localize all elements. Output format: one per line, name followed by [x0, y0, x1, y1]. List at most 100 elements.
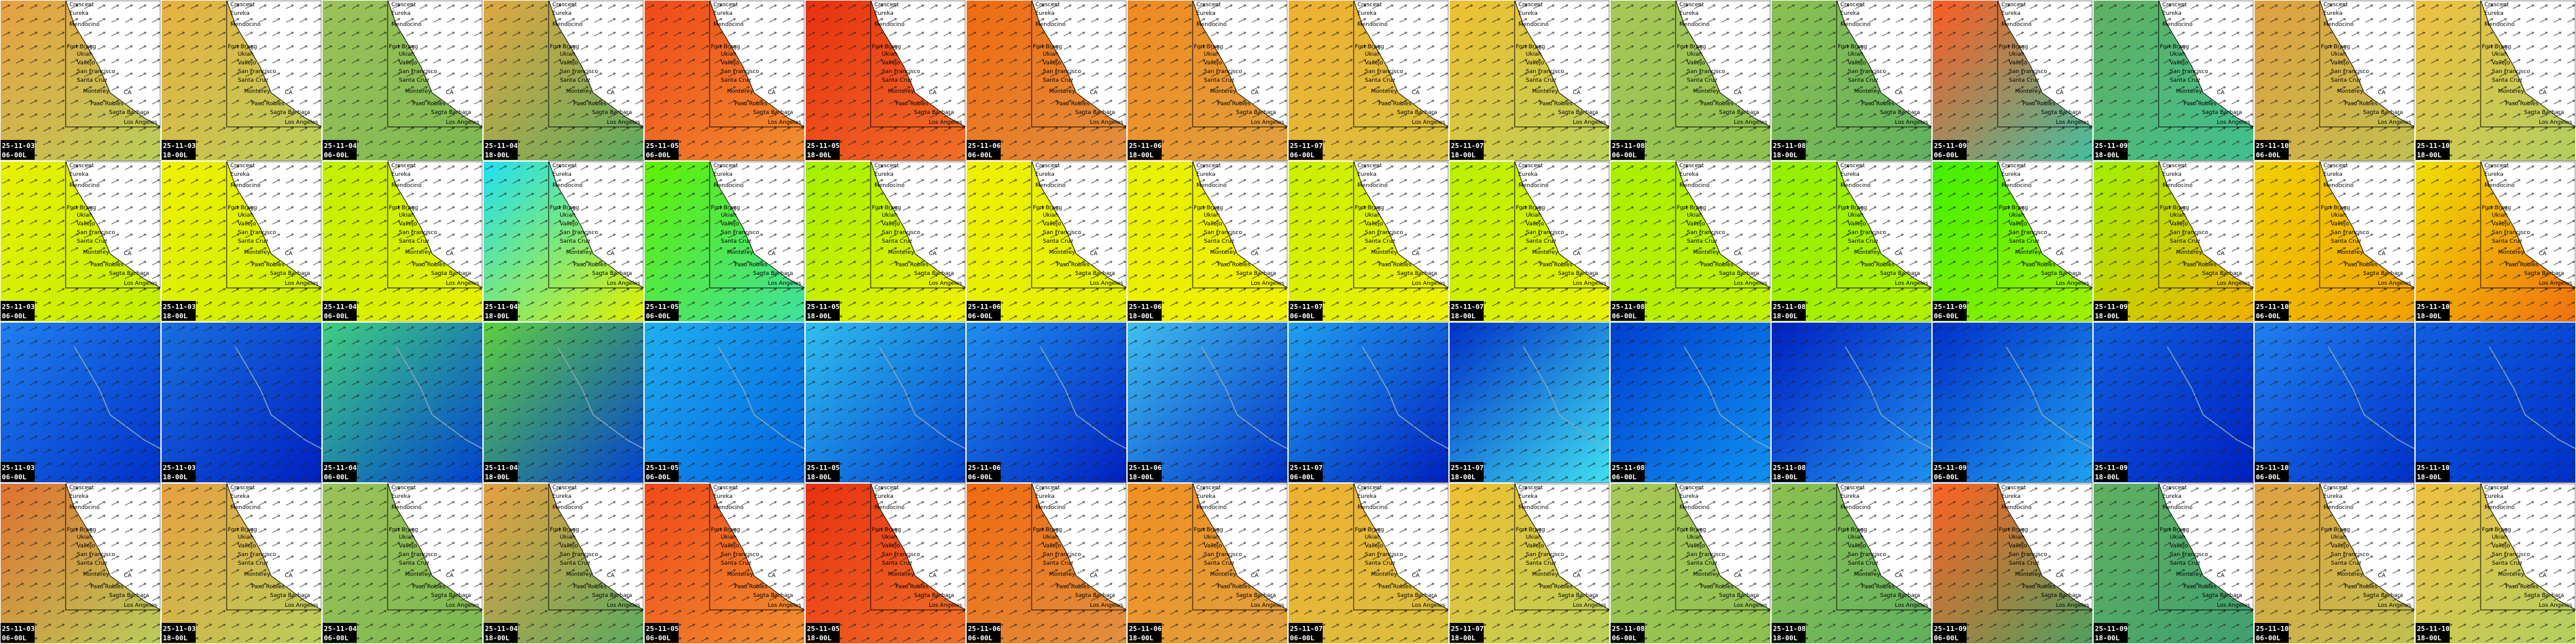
place-label: Paso Robles [412, 584, 446, 590]
wind-arrows [1127, 0, 1288, 161]
place-label: Fort Bragg [2321, 44, 2350, 50]
place-label: Crescent [1196, 163, 1221, 169]
place-label: San Francisco [2170, 69, 2208, 75]
place-label: Mendocino [1840, 505, 1871, 511]
place-label: Crescent [391, 2, 416, 8]
place-label: Eureka [230, 11, 250, 17]
timestamp-box [483, 462, 518, 482]
date-label: 25-11-08 [1773, 464, 1806, 472]
place-label: Los Angeles [2056, 120, 2089, 126]
place-label: CA [2539, 573, 2547, 579]
place-label: Vallejo [1526, 60, 1544, 66]
place-label: Crescent [1679, 163, 1704, 169]
place-label: San Francisco [238, 552, 276, 558]
place-label: Los Angeles [1412, 603, 1445, 609]
place-label: Ukiah [1365, 212, 1381, 219]
date-label: 25-11-03 [2, 464, 35, 472]
place-label: Santa Cruz [238, 238, 269, 245]
place-label: Mendocino [552, 505, 583, 511]
place-label: Eureka [2162, 11, 2182, 17]
place-label: Santa Cruz [1848, 238, 1879, 245]
place-label: San Francisco [238, 230, 276, 236]
place-label: Fort Bragg [1677, 527, 1706, 533]
time-label: 18-00L [1773, 473, 1798, 481]
date-label: 25-11-07 [1290, 625, 1323, 633]
place-label: Mendocino [1035, 505, 1066, 511]
time-label: 18-00L [1129, 473, 1154, 481]
place-label: Santa Cruz [560, 238, 591, 245]
place-label: Los Angeles [446, 603, 479, 609]
place-label: Eureka [1840, 11, 1860, 17]
place-label: Fort Bragg [711, 527, 740, 533]
timestamp-box [966, 462, 1001, 482]
place-label: Ukiah [1365, 534, 1381, 541]
place-label: Crescent [713, 485, 738, 491]
place-label: Vallejo [77, 60, 95, 66]
place-label: Vallejo [1365, 221, 1383, 227]
place-label: Los Angeles [1412, 120, 1445, 126]
place-label: Crescent [1840, 163, 1865, 169]
place-label: Vallejo [2331, 543, 2349, 549]
place-label: Fort Bragg [872, 205, 901, 211]
place-label: Los Angeles [1895, 603, 1928, 609]
place-label: CA [1734, 251, 1742, 257]
timestamp-box [322, 623, 357, 643]
place-label: Mendocino [1679, 22, 1710, 28]
place-label: Crescent [69, 2, 94, 8]
time-label: 18-00L [2417, 312, 2442, 320]
place-label: Crescent [1035, 163, 1060, 169]
place-label: Ukiah [2492, 534, 2508, 541]
place-label: Monterey [2015, 250, 2042, 256]
wind-arrows [1932, 0, 2093, 161]
timestamp-box [966, 623, 1001, 643]
wind-arrows [1127, 322, 1288, 483]
place-label: Ukiah [560, 534, 576, 541]
place-label: Fort Bragg [711, 205, 740, 211]
date-label: 25-11-08 [1612, 625, 1645, 633]
place-label: Fort Bragg [2482, 205, 2511, 211]
place-label: San Francisco [77, 552, 115, 558]
place-label: Ukiah [721, 51, 737, 58]
timestamp-box [161, 301, 196, 321]
place-label: Monterey [1210, 572, 1237, 578]
place-label: Paso Robles [412, 262, 446, 268]
timestamp-box [1449, 462, 1484, 482]
place-label: Paso Robles [1700, 584, 1734, 590]
date-label: 25-11-04 [324, 142, 357, 150]
place-label: Crescent [1518, 485, 1543, 491]
time-label: 06-00L [2, 634, 27, 642]
place-label: Vallejo [560, 60, 578, 66]
place-label: Mendocino [1357, 183, 1388, 189]
place-label: CA [2539, 90, 2547, 96]
time-label: 18-00L [2417, 473, 2442, 481]
place-label: Eureka [1840, 494, 1860, 500]
place-label: Monterey [1049, 89, 1076, 95]
place-label: Paso Robles [2505, 262, 2539, 268]
date-label: 25-11-10 [2256, 142, 2289, 150]
place-label: Mendocino [1196, 183, 1227, 189]
place-label: CA [2378, 90, 2386, 96]
wind-arrows [1127, 161, 1288, 322]
place-label: Ukiah [721, 534, 737, 541]
place-label: Santa Barbara [2524, 110, 2564, 116]
date-label: 25-11-06 [968, 625, 1001, 633]
place-label: San Francisco [399, 552, 437, 558]
place-label: Paso Robles [734, 101, 768, 107]
place-label: Fort Bragg [67, 205, 96, 211]
place-label: Fort Bragg [389, 527, 418, 533]
place-label: Vallejo [1848, 60, 1866, 66]
date-label: 25-11-05 [807, 625, 840, 633]
place-label: Santa Cruz [2170, 77, 2201, 84]
date-label: 25-11-05 [646, 142, 679, 150]
wind-arrows [805, 161, 966, 322]
time-label: 18-00L [1451, 634, 1476, 642]
date-label: 25-11-04 [485, 303, 518, 311]
place-label: Vallejo [1043, 543, 1061, 549]
